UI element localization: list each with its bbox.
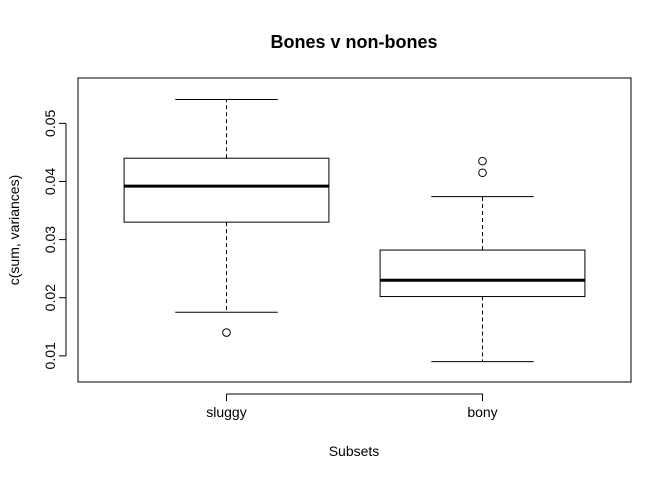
box-sluggy [123,99,330,337]
box-bony [379,156,586,363]
y-tick-label: 0.04 [42,168,58,195]
outlier-point [478,156,487,166]
y-tick-label: 0.01 [42,342,58,369]
y-tick-label: 0.03 [42,226,58,253]
iqr-box [123,157,330,223]
chart-title: Bones v non-bones [270,32,437,52]
y-axis-label: c(sum, variances) [6,175,22,285]
y-tick-label: 0.05 [42,110,58,137]
plot-frame [77,77,632,383]
x-axis-label: Subsets [329,443,380,459]
x-tick-label: sluggy [206,404,246,420]
y-tick-label: 0.02 [42,284,58,311]
outlier-point [222,328,231,337]
outlier-point [478,168,487,178]
x-tick-label: bony [467,404,497,420]
iqr-box [379,249,586,298]
